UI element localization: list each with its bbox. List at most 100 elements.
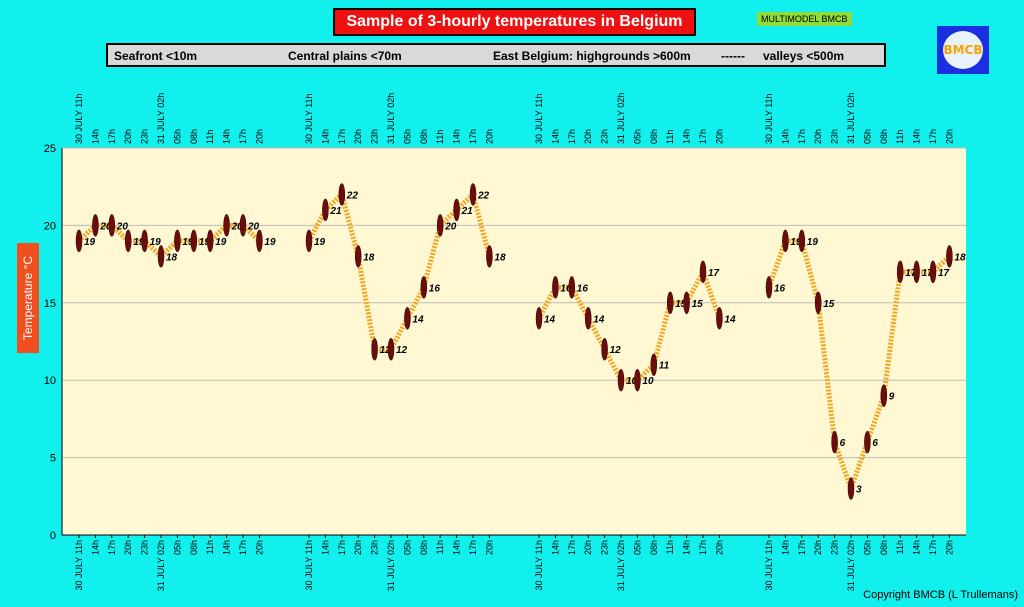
x-tick-label-top: 08h — [649, 129, 659, 144]
plot-area — [62, 148, 966, 535]
x-tick-label-bottom: 05h — [172, 540, 182, 555]
x-tick-label-bottom: 31 JULY 02h — [156, 540, 166, 591]
x-tick-label-top: 20h — [123, 129, 133, 144]
x-tick-label-top: 05h — [402, 129, 412, 144]
data-label: 18 — [363, 252, 375, 263]
data-point — [305, 229, 313, 253]
x-tick-label-top: 31 JULY 02h — [386, 93, 396, 144]
data-point — [223, 214, 230, 237]
data-point — [239, 214, 247, 237]
logo-text: BMCB — [943, 31, 983, 69]
x-tick-label-bottom: 31 JULY 02h — [386, 540, 396, 591]
x-tick-label-bottom: 14h — [90, 540, 100, 555]
data-point — [831, 430, 838, 454]
data-point — [666, 291, 674, 315]
legend-central-plains: Central plains <70m — [288, 49, 402, 63]
data-point — [486, 245, 493, 268]
data-point — [552, 276, 559, 299]
data-point — [354, 245, 362, 268]
data-label: 9 — [889, 392, 895, 403]
x-tick-label-bottom: 20h — [714, 540, 724, 555]
data-label: 21 — [461, 206, 474, 217]
x-tick-label-top: 17h — [567, 129, 577, 144]
x-tick-label-top: 20h — [353, 129, 363, 144]
data-point — [92, 214, 99, 237]
data-point — [322, 198, 329, 222]
data-point — [124, 229, 132, 253]
y-tick-label: 20 — [44, 220, 56, 232]
legend-separator: ------ — [721, 49, 745, 63]
x-tick-label-top: 14h — [912, 129, 922, 144]
x-tick-label-top: 11h — [205, 130, 215, 144]
data-point — [864, 430, 871, 454]
data-label: 22 — [477, 190, 490, 201]
data-point — [929, 260, 937, 284]
data-label: 12 — [610, 345, 622, 356]
data-point — [387, 337, 395, 361]
data-label: 17 — [922, 268, 934, 279]
data-point — [338, 183, 346, 206]
x-tick-label-bottom: 30 JULY 11h — [534, 540, 544, 591]
x-tick-label-top: 11h — [665, 130, 675, 144]
data-label: 18 — [166, 252, 178, 263]
x-tick-label-top: 17h — [238, 129, 248, 144]
x-tick-label-bottom: 08h — [419, 540, 429, 555]
x-tick-label-top: 05h — [862, 129, 872, 144]
copyright: Copyright BMCB (L Trullemans) — [863, 589, 1018, 601]
x-tick-label-top: 08h — [419, 129, 429, 144]
data-label: 16 — [774, 283, 786, 294]
x-tick-label-top: 30 JULY 11h — [764, 93, 774, 144]
y-tick-label: 15 — [44, 298, 56, 310]
x-tick-label-bottom: 05h — [862, 540, 872, 555]
x-tick-label-bottom: 08h — [189, 540, 199, 555]
x-tick-label-bottom: 31 JULY 02h — [846, 540, 856, 591]
data-label: 15 — [823, 299, 835, 310]
data-label: 16 — [560, 283, 572, 294]
x-tick-label-bottom: 20h — [254, 540, 264, 555]
data-point — [206, 229, 214, 253]
x-tick-label-bottom: 23h — [830, 540, 840, 555]
x-tick-label-top: 14h — [452, 129, 462, 144]
x-tick-label-top: 30 JULY 11h — [304, 93, 314, 144]
x-tick-label-bottom: 17h — [468, 540, 478, 555]
x-tick-label-bottom: 17h — [107, 540, 117, 555]
x-tick-label-bottom: 20h — [353, 540, 363, 555]
bmcb-logo: BMCB — [937, 26, 989, 74]
data-point — [157, 245, 165, 268]
data-label: 11 — [659, 361, 670, 372]
data-point — [896, 260, 904, 284]
data-point — [535, 307, 543, 330]
x-tick-label-top: 20h — [484, 129, 494, 144]
x-tick-label-top: 11h — [435, 130, 445, 144]
x-tick-label-bottom: 14h — [780, 540, 790, 555]
data-point — [798, 229, 806, 253]
data-label: 6 — [840, 438, 846, 449]
data-point — [75, 229, 83, 253]
data-point — [782, 229, 789, 253]
x-tick-label-top: 31 JULY 02h — [156, 93, 166, 144]
data-label: 16 — [577, 283, 589, 294]
data-point — [469, 183, 477, 206]
x-tick-label-bottom: 14h — [452, 540, 462, 555]
x-tick-label-top: 05h — [172, 129, 182, 144]
data-label: 3 — [856, 485, 862, 496]
x-tick-label-top: 08h — [189, 129, 199, 144]
x-tick-label-bottom: 11h — [895, 540, 905, 554]
data-point — [634, 368, 641, 392]
x-tick-label-bottom: 23h — [140, 540, 150, 555]
x-tick-label-bottom: 17h — [928, 540, 938, 555]
data-label: 17 — [905, 268, 917, 279]
data-label: 18 — [954, 252, 966, 263]
data-point — [453, 198, 460, 222]
data-label: 19 — [215, 237, 227, 248]
x-tick-label-top: 05h — [632, 129, 642, 144]
data-label: 17 — [708, 268, 720, 279]
x-tick-label-top: 14h — [90, 129, 100, 144]
x-tick-label-bottom: 20h — [123, 540, 133, 555]
x-tick-label-bottom: 14h — [912, 540, 922, 555]
data-point — [584, 307, 592, 330]
x-tick-label-top: 14h — [320, 129, 330, 144]
x-tick-label-bottom: 14h — [550, 540, 560, 555]
x-tick-label-top: 11h — [895, 130, 905, 144]
data-label: 19 — [199, 237, 211, 248]
